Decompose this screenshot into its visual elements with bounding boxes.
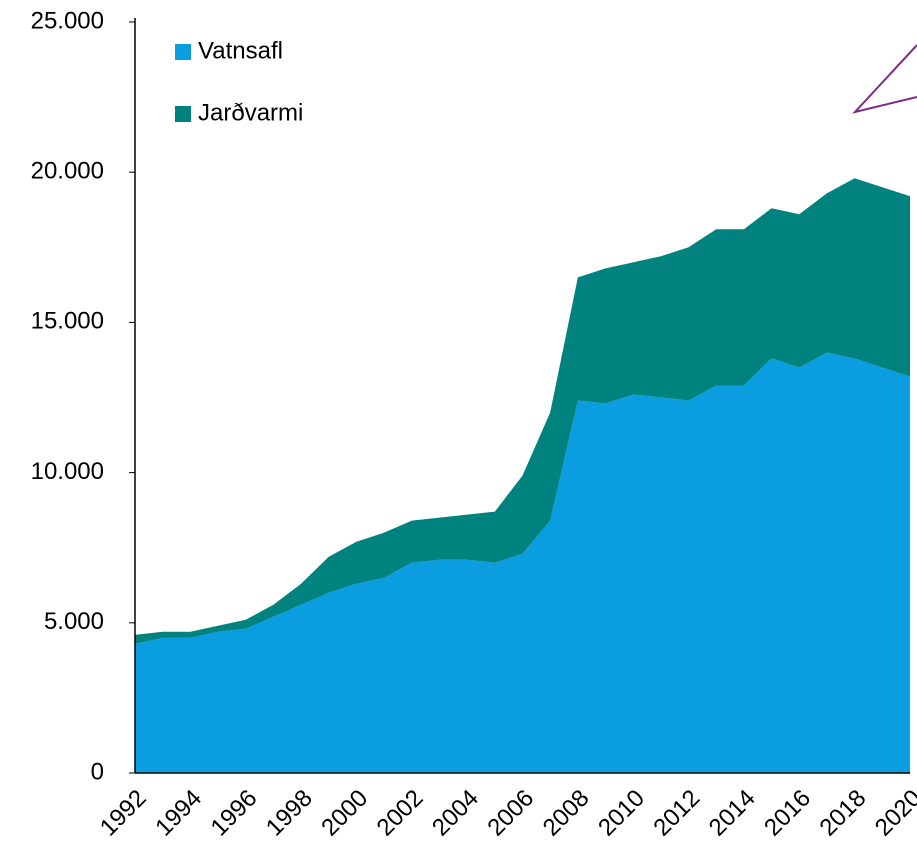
x-tick-label: 1996 [206,785,263,842]
callout-shape [852,44,917,114]
x-tick-label: 2002 [372,785,429,842]
y-tick-label: 5.000 [44,608,104,635]
legend-swatch [175,44,191,60]
x-tick-label: 1992 [95,785,152,842]
x-tick-label: 2006 [482,785,539,842]
x-tick-label: 2000 [316,785,373,842]
y-tick-label: 0 [91,758,104,785]
y-tick-label: 20.000 [31,158,104,185]
area [135,178,910,644]
x-tick-label: 2016 [759,785,816,842]
y-tick-label: 25.000 [31,7,104,34]
y-tick-label: 15.000 [31,308,104,335]
x-tick-label: 2012 [648,785,705,842]
x-tick-label: 2008 [538,785,595,842]
x-tick-label: 2014 [704,785,761,842]
legend-swatch [175,106,191,122]
x-tick-label: 2020 [870,785,917,842]
x-tick-label: 2004 [427,785,484,842]
x-tick-label: 1994 [150,785,207,842]
x-tick-label: 2010 [593,785,650,842]
area [135,352,910,773]
legend-label: Jarðvarmi [198,99,303,126]
y-tick-label: 10.000 [31,458,104,485]
x-tick-label: 1998 [261,785,318,842]
legend-label: Vatnsafl [198,37,283,64]
x-tick-label: 2018 [815,785,872,842]
